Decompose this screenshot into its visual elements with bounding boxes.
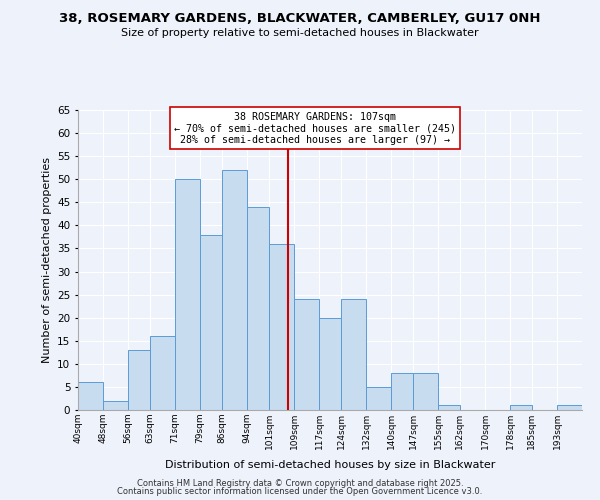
Bar [438,406,460,410]
Text: Size of property relative to semi-detached houses in Blackwater: Size of property relative to semi-detach… [121,28,479,38]
Bar [175,179,200,410]
X-axis label: Distribution of semi-detached houses by size in Blackwater: Distribution of semi-detached houses by … [165,460,495,470]
Text: 38 ROSEMARY GARDENS: 107sqm
← 70% of semi-detached houses are smaller (245)
28% : 38 ROSEMARY GARDENS: 107sqm ← 70% of sem… [174,112,456,144]
Text: Contains public sector information licensed under the Open Government Licence v3: Contains public sector information licen… [118,487,482,496]
Bar [128,350,150,410]
Bar [247,207,269,410]
Bar [78,382,103,410]
Bar [150,336,175,410]
Y-axis label: Number of semi-detached properties: Number of semi-detached properties [41,157,52,363]
Bar [391,373,413,410]
Bar [319,318,341,410]
Bar [103,401,128,410]
Bar [341,299,366,410]
Bar [366,387,391,410]
Bar [269,244,294,410]
Bar [557,406,582,410]
Bar [222,170,247,410]
Bar [413,373,438,410]
Bar [200,234,222,410]
Text: 38, ROSEMARY GARDENS, BLACKWATER, CAMBERLEY, GU17 0NH: 38, ROSEMARY GARDENS, BLACKWATER, CAMBER… [59,12,541,26]
Text: Contains HM Land Registry data © Crown copyright and database right 2025.: Contains HM Land Registry data © Crown c… [137,478,463,488]
Bar [294,299,319,410]
Bar [510,406,532,410]
